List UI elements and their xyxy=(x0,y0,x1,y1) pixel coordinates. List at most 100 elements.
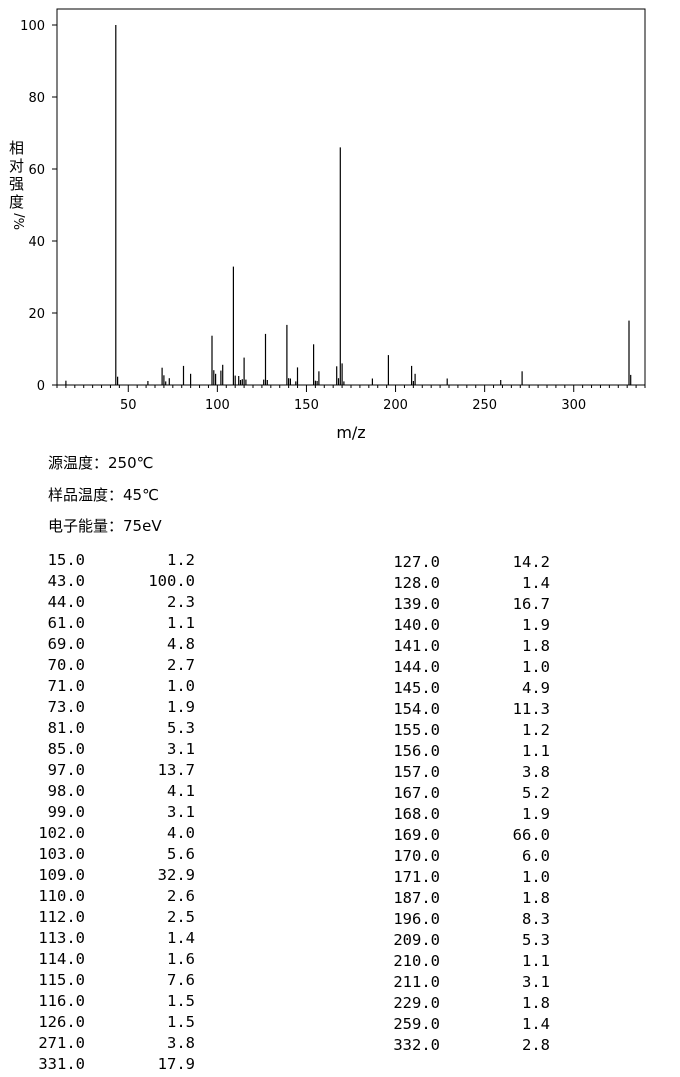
peak-mz: 61.0 xyxy=(47,614,85,632)
peak-mz: 70.0 xyxy=(47,656,85,674)
y-tick-label: 40 xyxy=(28,235,45,250)
peak-mz: 116.0 xyxy=(38,992,85,1010)
peak-abundance: 2.7 xyxy=(167,656,195,674)
x-axis-ticks: 50 100 150 200 250 300 xyxy=(56,385,646,413)
peak-abundance: 1.8 xyxy=(522,889,550,907)
peak-abundance: 2.8 xyxy=(522,1036,550,1054)
peak-mz: 259.0 xyxy=(393,1015,440,1033)
peak-abundance: 3.1 xyxy=(167,740,195,758)
peak-mz: 69.0 xyxy=(47,635,85,653)
peak-abundance: 3.1 xyxy=(167,803,195,821)
peak-abundance: 1.8 xyxy=(522,637,550,655)
peak-mz: 167.0 xyxy=(393,784,440,802)
peak-mz: 168.0 xyxy=(393,805,440,823)
mass-spectrum-chart: 0 20 40 60 80 100 50 100 150 200 250 300 m/z 相 对 强… xyxy=(9,8,646,442)
peak-abundance: 1.2 xyxy=(522,721,550,739)
peak-abundance: 13.7 xyxy=(157,761,195,779)
peak-mz: 109.0 xyxy=(38,866,85,884)
peak-mz: 127.0 xyxy=(393,553,440,571)
x-tick-label: 300 xyxy=(561,398,586,413)
plot-frame xyxy=(56,8,646,386)
peak-abundance: 3.1 xyxy=(522,973,550,991)
peak-abundance: 1.9 xyxy=(522,616,550,634)
peak-mz: 99.0 xyxy=(47,803,85,821)
y-tick-label: 20 xyxy=(28,307,45,322)
peak-mz: 85.0 xyxy=(47,740,85,758)
peak-mz: 144.0 xyxy=(393,658,440,676)
sample-temperature: 样品温度：45℃ xyxy=(48,486,159,504)
peak-abundance: 4.9 xyxy=(522,679,550,697)
electron-energy: 电子能量：75eV xyxy=(48,517,162,535)
peak-mz: 196.0 xyxy=(393,910,440,928)
peak-mz: 115.0 xyxy=(38,971,85,989)
peak-mz: 139.0 xyxy=(393,595,440,613)
y-axis-label-char: 强 xyxy=(9,175,24,193)
peak-mz: 103.0 xyxy=(38,845,85,863)
peak-abundance: 1.0 xyxy=(167,677,195,695)
peak-abundance: 1.1 xyxy=(522,952,550,970)
peak-mz: 171.0 xyxy=(393,868,440,886)
peak-abundance: 17.9 xyxy=(157,1055,195,1073)
peak-mz: 97.0 xyxy=(47,761,85,779)
y-tick-label: 100 xyxy=(20,19,45,34)
peak-abundance: 16.7 xyxy=(512,595,550,613)
source-temperature: 源温度：250℃ xyxy=(48,454,154,472)
peak-abundance: 4.0 xyxy=(167,824,195,842)
peak-abundance: 5.3 xyxy=(522,931,550,949)
peak-abundance: 1.5 xyxy=(167,1013,195,1031)
peak-mz: 170.0 xyxy=(393,847,440,865)
peak-mz: 209.0 xyxy=(393,931,440,949)
peak-mz: 98.0 xyxy=(47,782,85,800)
y-axis-label-char: 对 xyxy=(9,157,24,175)
peak-mz: 332.0 xyxy=(393,1036,440,1054)
peak-mz: 73.0 xyxy=(47,698,85,716)
peak-abundance: 5.6 xyxy=(167,845,195,863)
peak-mz: 114.0 xyxy=(38,950,85,968)
peak-abundance: 2.6 xyxy=(167,887,195,905)
peak-mz: 81.0 xyxy=(47,719,85,737)
x-tick-label: 150 xyxy=(294,398,319,413)
peak-abundance: 32.9 xyxy=(157,866,195,884)
y-tick-label: 0 xyxy=(37,379,45,394)
peak-mz: 110.0 xyxy=(38,887,85,905)
peak-abundance: 14.2 xyxy=(512,553,550,571)
peak-abundance: 11.3 xyxy=(512,700,550,718)
y-tick-label: 60 xyxy=(28,163,45,178)
peak-mz: 113.0 xyxy=(38,929,85,947)
peak-abundance: 1.8 xyxy=(522,994,550,1012)
x-tick-label: 100 xyxy=(205,398,230,413)
peak-abundance: 1.9 xyxy=(522,805,550,823)
peak-mz: 145.0 xyxy=(393,679,440,697)
peak-abundance: 100.0 xyxy=(148,572,195,590)
peak-mz: 128.0 xyxy=(393,574,440,592)
peak-abundance: 1.4 xyxy=(167,929,195,947)
peaks-group xyxy=(65,25,632,385)
peak-mz: 187.0 xyxy=(393,889,440,907)
peak-mz: 156.0 xyxy=(393,742,440,760)
x-tick-label: 250 xyxy=(472,398,497,413)
peak-mz: 43.0 xyxy=(47,572,85,590)
peak-abundance: 1.0 xyxy=(522,868,550,886)
peak-mz: 140.0 xyxy=(393,616,440,634)
peak-mz: 229.0 xyxy=(393,994,440,1012)
peak-abundance: 1.1 xyxy=(522,742,550,760)
x-axis-label: m/z xyxy=(336,423,365,442)
peak-abundance: 1.6 xyxy=(167,950,195,968)
peak-abundance: 5.3 xyxy=(167,719,195,737)
y-axis-label-char: %/ xyxy=(13,213,28,230)
peak-abundance: 5.2 xyxy=(522,784,550,802)
peak-abundance: 4.1 xyxy=(167,782,195,800)
peak-mz: 154.0 xyxy=(393,700,440,718)
y-axis-label-char: 度 xyxy=(9,193,24,211)
peak-mz: 102.0 xyxy=(38,824,85,842)
peak-mz: 211.0 xyxy=(393,973,440,991)
peak-mz: 71.0 xyxy=(47,677,85,695)
peak-mz: 271.0 xyxy=(38,1034,85,1052)
peak-mz: 155.0 xyxy=(393,721,440,739)
peak-mz: 112.0 xyxy=(38,908,85,926)
peak-abundance: 1.1 xyxy=(167,614,195,632)
y-axis-ticks: 0 20 40 60 80 100 xyxy=(20,19,57,394)
peak-abundance: 7.6 xyxy=(167,971,195,989)
peak-abundance: 2.3 xyxy=(167,593,195,611)
peak-mz: 44.0 xyxy=(47,593,85,611)
